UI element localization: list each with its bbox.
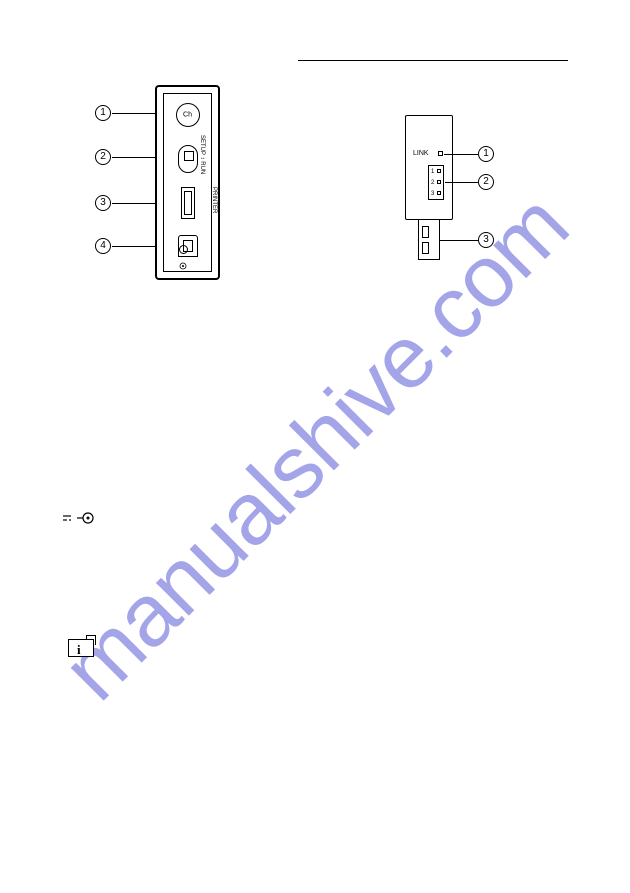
ap-slide-switch	[178, 145, 198, 173]
power-adapter-icon	[63, 510, 103, 528]
sta-dip-sw-2	[437, 180, 441, 184]
ap-callout-1: 1	[95, 105, 111, 121]
sta-link-label: LINK	[413, 150, 429, 157]
sta-dip-switch: 1 2 3	[428, 165, 444, 200]
ap-switch-label: SETUP ↕ RUN	[199, 135, 205, 174]
ap-power-led	[179, 245, 188, 254]
sta-callout-line-3	[440, 240, 478, 241]
ap-ch-label: Ch	[183, 112, 192, 119]
ap-power-icon	[176, 262, 190, 270]
ap-callout-2: 2	[95, 149, 111, 165]
ap-printer-label: PRINTER	[211, 187, 217, 213]
ap-callout-4: 4	[95, 238, 111, 254]
ap-callout-3: 3	[95, 195, 111, 211]
sta-diagram: LINK 1 2 3 1 2 3	[380, 115, 530, 285]
sta-dip-num-1: 1	[431, 169, 434, 175]
sta-dip-num-3: 3	[431, 191, 434, 197]
sta-callout-1: 1	[478, 146, 494, 162]
sta-callout-2: 2	[478, 174, 494, 190]
manual-info-icon: i	[68, 635, 98, 661]
sta-dip-sw-3	[437, 191, 441, 195]
sta-callout-line-2	[445, 182, 478, 183]
section-divider	[298, 60, 568, 61]
ap-diagram: 1 2 3 4 Ch SETUP ↕ RUN PRINTER	[120, 85, 220, 280]
ap-body: Ch SETUP ↕ RUN PRINTER	[155, 85, 220, 280]
sta-usb-plug	[418, 220, 440, 260]
page: manualshive.com 1 2 3 4 Ch SETUP ↕ RUN P…	[0, 0, 630, 893]
ap-ch-button: Ch	[176, 103, 200, 127]
sta-link-led	[438, 151, 443, 156]
sta-callout-3: 3	[478, 232, 494, 248]
ap-usb-a-port	[181, 187, 195, 219]
sta-callout-line-1	[444, 154, 478, 155]
sta-dip-num-2: 2	[431, 180, 434, 186]
sta-dip-sw-1	[437, 169, 441, 173]
